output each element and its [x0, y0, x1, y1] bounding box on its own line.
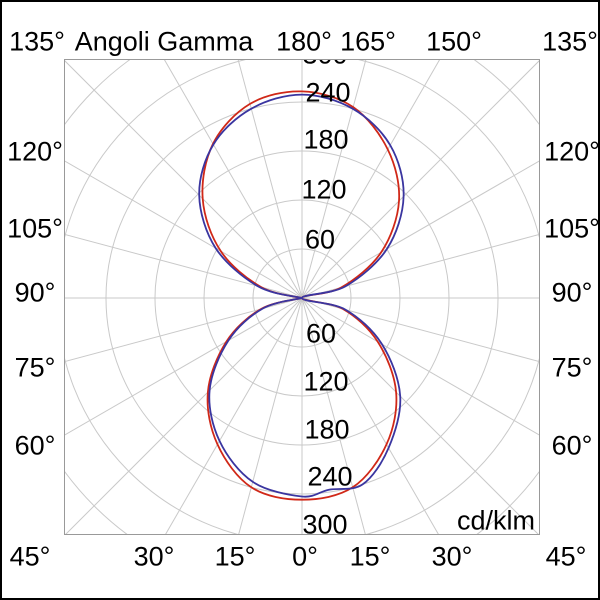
gamma-angle-label-top: 135°: [542, 26, 598, 57]
grid-ray: [301, 233, 539, 299]
chart-title: Angoli Gamma: [74, 26, 254, 57]
gamma-angle-label-right: 120°: [544, 136, 600, 167]
gamma-angle-label-bottom: 15°: [349, 541, 391, 572]
grid-ray: [301, 160, 539, 299]
gamma-angle-label-right: 105°: [544, 213, 600, 244]
radial-tick-label: 300: [302, 509, 348, 535]
gamma-angle-label-top: 150°: [426, 26, 482, 57]
curve-c90-c270: [198, 93, 405, 498]
radial-tick-label: 180: [304, 414, 350, 445]
unit-label: cd/klm: [456, 505, 536, 535]
gamma-angle-label-left: 60°: [14, 430, 56, 461]
grid-ray: [65, 60, 303, 299]
polar-plot-area: 300 240 180 120 60 60 120 180 240 300 cd/klm: [64, 59, 540, 535]
gamma-angle-label-top: 180°: [276, 26, 332, 57]
gamma-angle-label-left: 120°: [7, 136, 63, 167]
grid-ray: [65, 297, 303, 534]
grid-ray: [301, 297, 539, 363]
grid-ray: [301, 297, 539, 534]
polar-grid: [65, 60, 539, 534]
grid-ray: [237, 60, 303, 299]
radial-tick-label: 180: [303, 124, 349, 155]
gamma-angle-label-bottom: 45°: [9, 541, 51, 572]
polar-grid-and-curves: [65, 60, 539, 534]
gamma-angle-label-left: 105°: [7, 213, 63, 244]
grid-ray: [65, 160, 303, 299]
grid-ray: [301, 60, 440, 299]
grid-ray: [65, 233, 303, 299]
grid-ray: [164, 60, 303, 299]
radial-tick-label: 120: [301, 174, 347, 205]
gamma-angle-label-bottom: 15°: [214, 541, 256, 572]
gamma-angle-label-bottom: 30°: [431, 541, 473, 572]
grid-ray: [301, 297, 539, 436]
radial-tick-label: 120: [303, 366, 349, 397]
radial-tick-label: 240: [307, 461, 353, 492]
grid-ray: [65, 297, 303, 436]
gamma-angle-label-left: 90°: [14, 277, 56, 308]
grid-ray: [238, 297, 303, 534]
grid-ray: [301, 60, 367, 299]
gamma-angle-label-right: 90°: [551, 277, 593, 308]
gamma-angle-label-right: 75°: [551, 352, 593, 383]
grid-ray: [301, 60, 539, 299]
grid-ray: [165, 297, 303, 534]
grid-ray: [301, 297, 439, 534]
radial-tick-label: 240: [305, 77, 351, 108]
gamma-angle-label-top: 165°: [340, 26, 396, 57]
radial-tick-label: 60: [305, 318, 337, 349]
gamma-angle-label-bottom: 30°: [133, 541, 175, 572]
gamma-angle-label-top: 135°: [9, 26, 65, 57]
gamma-angle-label-left: 75°: [14, 352, 56, 383]
grid-ray: [301, 297, 366, 534]
grid-ray: [65, 297, 303, 363]
intensity-curves: [198, 90, 405, 501]
radial-tick-label: 300: [302, 60, 347, 69]
gamma-angle-label-right: 60°: [551, 430, 593, 461]
radial-tick-label: 60: [304, 224, 336, 255]
gamma-angle-label-bottom: 45°: [545, 541, 587, 572]
gamma-angle-label-bottom: 0°: [292, 541, 318, 572]
